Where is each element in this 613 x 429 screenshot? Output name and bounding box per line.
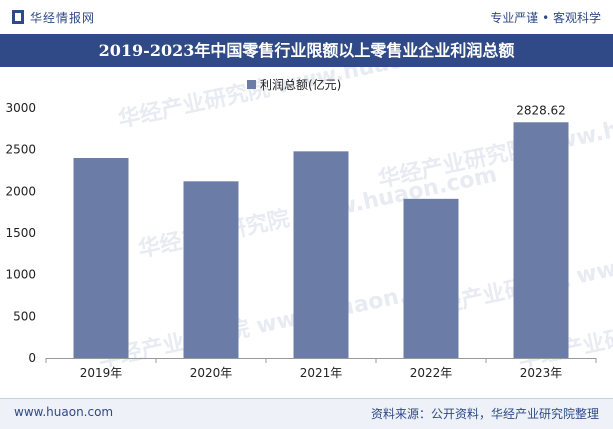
slogan: 专业严谨 • 客观科学 bbox=[490, 11, 601, 25]
bars bbox=[73, 122, 569, 358]
bar-data-label: 2828.62 bbox=[516, 103, 566, 117]
x-axis: 2019年 2020年 2021年 2022年 2023年 bbox=[45, 358, 597, 380]
x-tick-label: 2022年 bbox=[410, 366, 453, 380]
chart-title: 2019-2023年中国零售行业限额以上零售业企业利润总额 bbox=[98, 41, 515, 60]
x-tick-label: 2021年 bbox=[300, 366, 343, 380]
y-tick-label: 2000 bbox=[5, 184, 36, 198]
title-bar: 2019-2023年中国零售行业限额以上零售业企业利润总额 bbox=[0, 34, 613, 67]
bar bbox=[183, 181, 239, 358]
logo-icon bbox=[12, 10, 24, 24]
x-tick-label: 2023年 bbox=[520, 366, 563, 380]
legend-swatch bbox=[247, 80, 256, 89]
legend-label: 利润总额(亿元) bbox=[260, 77, 341, 92]
y-tick-label: 0 bbox=[28, 351, 36, 365]
legend: 利润总额(亿元) bbox=[247, 77, 341, 92]
brand-name: 华经情报网 bbox=[30, 11, 96, 25]
y-tick-label: 500 bbox=[13, 309, 36, 323]
y-tick-label: 1500 bbox=[5, 226, 36, 240]
x-tick-label: 2019年 bbox=[80, 366, 123, 380]
data-labels: 2828.62 bbox=[516, 103, 566, 117]
y-axis: 0 500 1000 1500 2000 2500 3000 bbox=[5, 101, 36, 365]
bar bbox=[73, 158, 129, 358]
bar bbox=[513, 122, 569, 358]
x-tick-label: 2020年 bbox=[190, 366, 233, 380]
y-tick-label: 2500 bbox=[5, 143, 36, 157]
y-tick-label: 1000 bbox=[5, 268, 36, 282]
footer-site: www.huaon.com bbox=[14, 405, 114, 419]
y-tick-label: 3000 bbox=[5, 101, 36, 115]
bar bbox=[403, 198, 459, 358]
footer-source: 资料来源：公开资料，华经产业研究院整理 bbox=[370, 407, 599, 421]
top-bar: 华经情报网 专业严谨 • 客观科学 bbox=[0, 0, 613, 34]
footer: www.huaon.com 资料来源：公开资料，华经产业研究院整理 bbox=[0, 398, 613, 429]
bar bbox=[293, 151, 349, 358]
watermark-text: 华经产业研究院 www.huaon.com bbox=[116, 67, 479, 133]
